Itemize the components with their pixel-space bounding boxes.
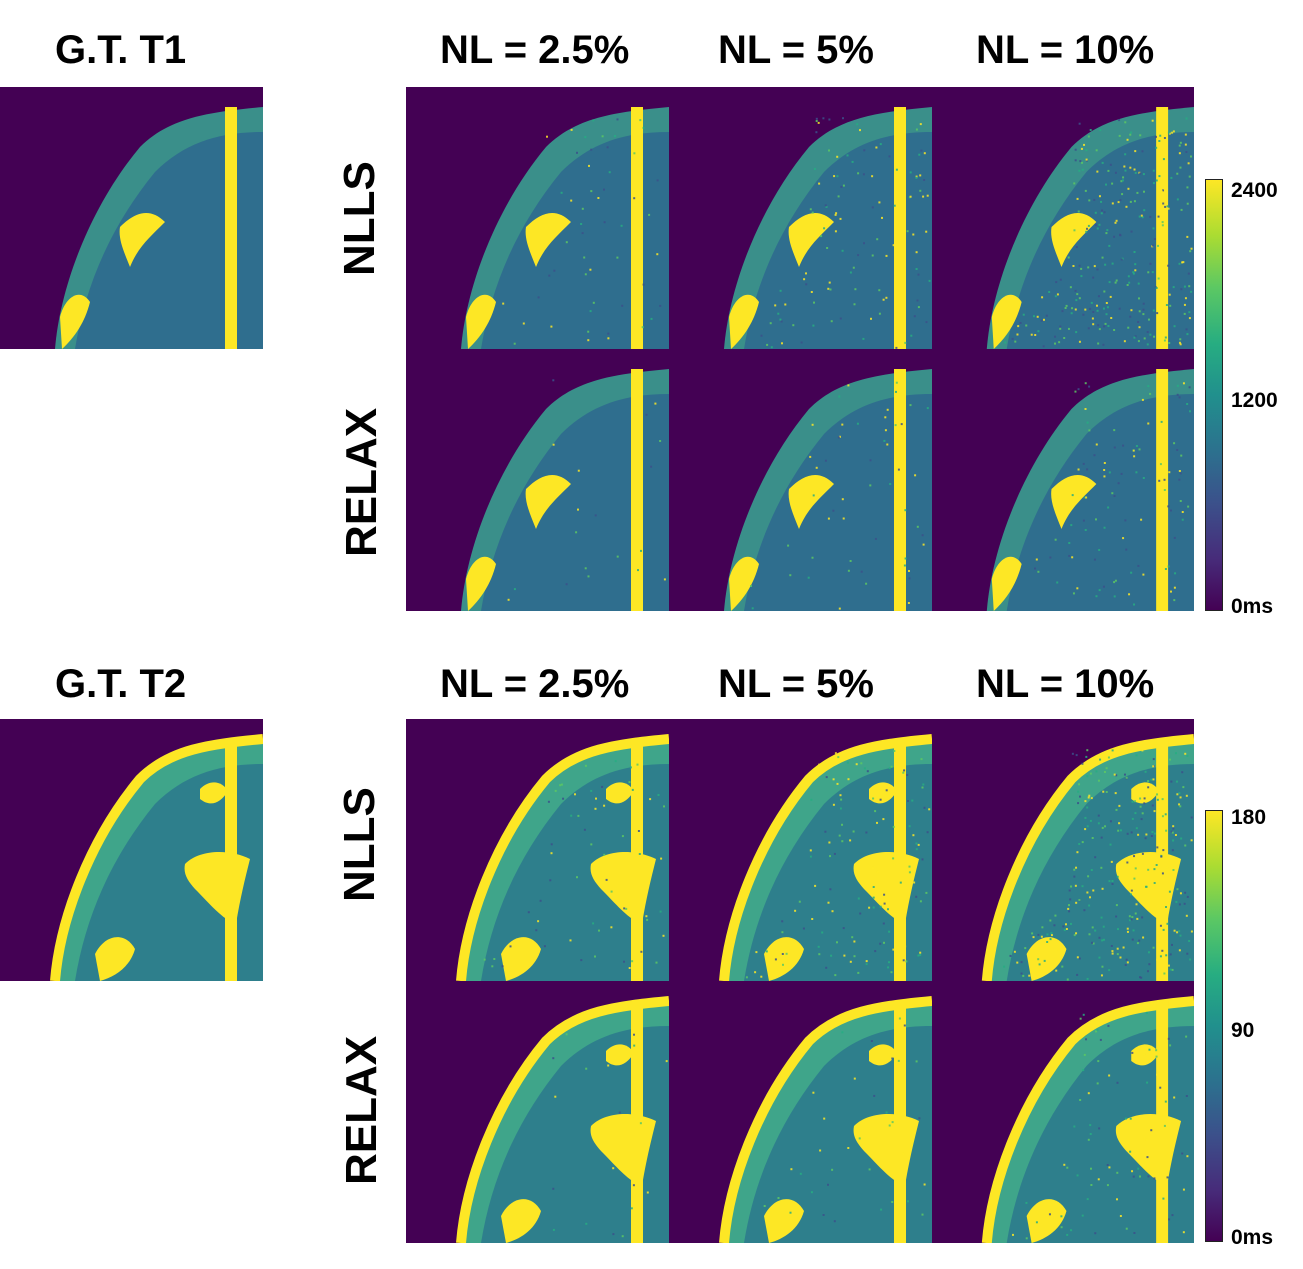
t1-nlls-nl-2-5-map <box>406 87 669 349</box>
t1-col-title-nl-10: NL = 10% <box>976 28 1155 72</box>
t1-row-label-nlls: NLLS <box>335 161 384 276</box>
t2-nlls-nl-2-5-map <box>406 719 669 981</box>
t2-colorbar-tick-min: 0ms <box>1231 1226 1274 1249</box>
t2-colorbar-tick-mid: 90 <box>1231 1019 1255 1042</box>
t1-relax-nl-10-map <box>932 349 1194 611</box>
t1-relax-nl-2-5-map <box>406 349 669 611</box>
t2-col-title-nl-10: NL = 10% <box>976 662 1155 706</box>
t2-relax-nl-5-map <box>669 981 932 1243</box>
t1-colorbar-tick-min: 0ms <box>1231 595 1274 618</box>
t1-nlls-nl-5-map <box>669 87 932 349</box>
t2-nlls-nl-5-map <box>669 719 932 981</box>
t2-nlls-nl-10-map <box>932 719 1194 981</box>
t1-colorbar-tick-mid: 1200 <box>1231 389 1278 412</box>
t1-col-title-nl-2-5: NL = 2.5% <box>440 28 630 72</box>
gt-t1-title: G.T. T1 <box>55 28 187 72</box>
t2-col-title-nl-2-5: NL = 2.5% <box>440 662 630 706</box>
t2-col-title-nl-5: NL = 5% <box>718 662 874 706</box>
gt-t1-map <box>0 87 263 349</box>
t2-relax-nl-2-5-map <box>406 981 669 1243</box>
t1-colorbar-tick-max: 2400 <box>1231 179 1278 202</box>
gt-t2-title: G.T. T2 <box>55 662 187 706</box>
t1-colorbar <box>1205 179 1223 611</box>
t2-relax-nl-10-map <box>932 981 1194 1243</box>
t1-relax-nl-5-map <box>669 349 932 611</box>
t2-row-label-nlls: NLLS <box>335 787 384 902</box>
gt-t2-map <box>0 719 263 981</box>
t1-col-title-nl-5: NL = 5% <box>718 28 874 72</box>
t2-colorbar <box>1205 810 1223 1242</box>
t1-nlls-nl-10-map <box>932 87 1194 349</box>
t1-row-label-relax: RELAX <box>337 407 386 557</box>
t2-row-label-relax: RELAX <box>337 1035 386 1185</box>
t2-colorbar-tick-max: 180 <box>1231 806 1267 829</box>
